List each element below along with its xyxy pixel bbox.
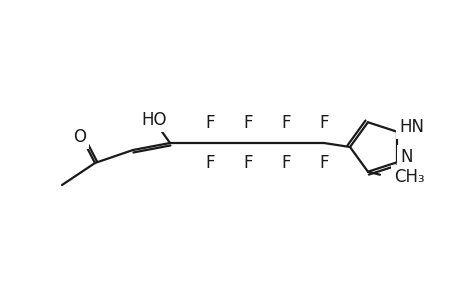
- Text: F: F: [243, 114, 252, 132]
- Text: F: F: [243, 154, 252, 172]
- Text: F: F: [280, 154, 290, 172]
- Text: CH₃: CH₃: [393, 168, 424, 186]
- Text: N: N: [399, 148, 412, 166]
- Text: HN: HN: [398, 118, 423, 136]
- Text: F: F: [205, 114, 214, 132]
- Text: F: F: [280, 114, 290, 132]
- Text: F: F: [205, 154, 214, 172]
- Text: F: F: [319, 114, 328, 132]
- Text: HO: HO: [141, 111, 166, 129]
- Text: F: F: [319, 154, 328, 172]
- Text: O: O: [73, 128, 86, 146]
